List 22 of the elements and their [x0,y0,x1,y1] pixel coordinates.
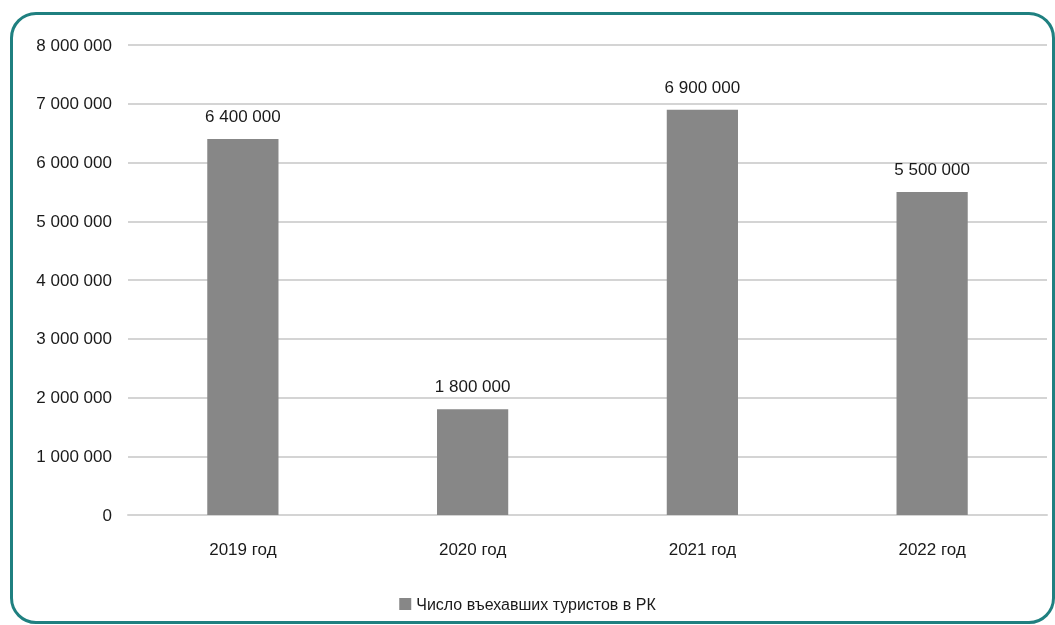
bar [666,109,738,515]
data-label: 6 900 000 [664,77,741,97]
x-tick-label: 2020 год [438,540,507,559]
bar [207,139,279,515]
legend-label: Число въехавших туристов в РК [416,595,657,613]
data-label: 1 800 000 [434,377,511,397]
y-tick-label: 5 000 000 [36,211,112,231]
y-tick-label: 7 000 000 [36,94,112,114]
data-label: 5 500 000 [894,159,970,179]
y-tick-label: 1 000 000 [36,446,112,466]
y-tick-label: 2 000 000 [36,388,112,407]
data-label: 6 400 000 [205,107,281,126]
y-tick-label: 3 000 000 [36,329,112,349]
x-tick-label: 2022 год [898,540,966,559]
y-tick-label: 8 000 000 [36,35,112,55]
bar [896,191,968,515]
bar [437,409,509,515]
y-tick-label: 0 [102,505,112,525]
x-tick-label: 2021 год [668,540,737,559]
y-tick-label: 6 000 000 [36,153,112,172]
y-tick-label: 4 000 000 [36,270,112,290]
x-tick-label: 2019 год [209,540,277,559]
